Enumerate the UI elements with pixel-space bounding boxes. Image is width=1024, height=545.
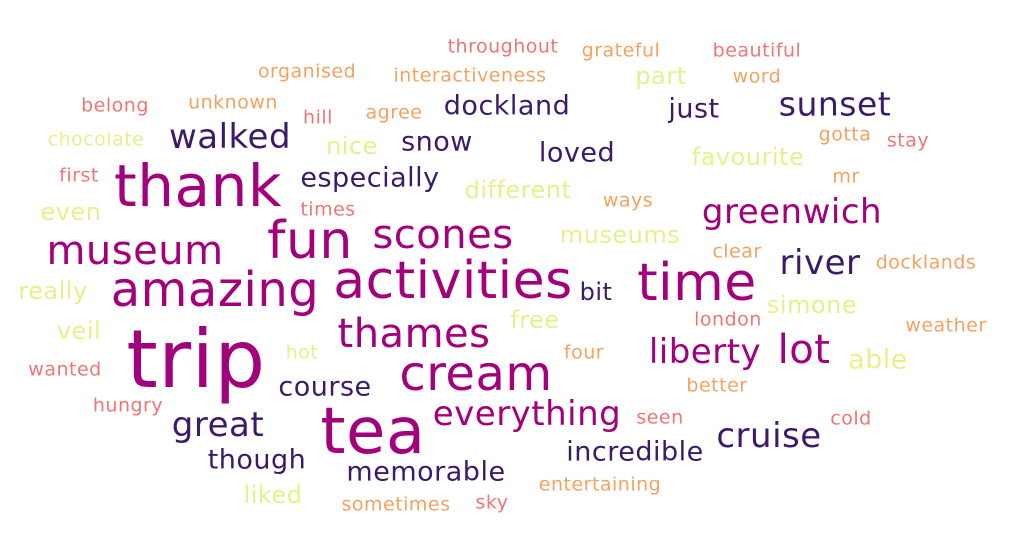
word-clear: clear bbox=[712, 240, 762, 263]
word-simone: simone bbox=[766, 291, 858, 319]
word-cruise: cruise bbox=[716, 416, 822, 456]
word-weather: weather bbox=[905, 314, 987, 337]
word-throughout: throughout bbox=[447, 35, 559, 58]
word-hungry: hungry bbox=[92, 394, 164, 417]
word-beautiful: beautiful bbox=[712, 39, 802, 62]
word-gotta: gotta bbox=[818, 123, 872, 146]
word-cold: cold bbox=[830, 407, 872, 430]
word-wanted: wanted bbox=[28, 358, 102, 381]
word-course: course bbox=[278, 371, 372, 403]
word-bit: bit bbox=[579, 278, 613, 306]
word-museums: museums bbox=[559, 221, 681, 249]
word-london: london bbox=[694, 308, 762, 331]
word-museum: museum bbox=[46, 228, 224, 274]
word-nice: nice bbox=[326, 132, 378, 160]
word-agree: agree bbox=[365, 101, 423, 124]
word-especially: especially bbox=[300, 162, 440, 194]
word-favourite: favourite bbox=[691, 143, 805, 171]
word-though: though bbox=[207, 444, 307, 476]
word-everything: everything bbox=[432, 394, 622, 434]
word-even: even bbox=[40, 198, 102, 226]
word-liberty: liberty bbox=[648, 332, 762, 372]
word-time: time bbox=[637, 253, 757, 313]
word-loved: loved bbox=[538, 137, 616, 169]
word-hill: hill bbox=[303, 106, 333, 129]
word-organised: organised bbox=[257, 60, 357, 83]
word-fun: fun bbox=[267, 211, 353, 271]
word-free: free bbox=[510, 306, 560, 334]
word-thames: thames bbox=[337, 311, 491, 357]
word-river: river bbox=[779, 243, 861, 283]
word-belong: belong bbox=[81, 94, 149, 117]
word-lot: lot bbox=[777, 327, 831, 373]
word-scones: scones bbox=[372, 212, 514, 258]
word-thank: thank bbox=[114, 152, 282, 220]
word-cream: cream bbox=[399, 346, 553, 402]
word-interactiveness: interactiveness bbox=[393, 64, 547, 87]
word-veil: veil bbox=[56, 317, 102, 345]
word-times: times bbox=[300, 198, 356, 221]
word-sunset: sunset bbox=[778, 84, 892, 124]
word-snow: snow bbox=[401, 126, 473, 158]
word-tea: tea bbox=[320, 395, 426, 469]
word-liked: liked bbox=[243, 481, 303, 509]
word-seen: seen bbox=[636, 406, 684, 429]
word-word: word bbox=[732, 65, 782, 88]
word-part: part bbox=[635, 62, 687, 90]
word-trip: trip bbox=[126, 313, 266, 406]
word-entertaining: entertaining bbox=[538, 473, 662, 496]
word-just: just bbox=[668, 93, 720, 125]
word-really: really bbox=[18, 277, 88, 305]
word-ways: ways bbox=[602, 189, 654, 212]
word-mr: mr bbox=[832, 165, 860, 188]
word-stay: stay bbox=[886, 129, 930, 152]
word-great: great bbox=[171, 405, 265, 445]
word-hot: hot bbox=[285, 341, 319, 364]
word-unknown: unknown bbox=[188, 91, 278, 114]
word-activities: activities bbox=[333, 251, 573, 311]
word-memorable: memorable bbox=[346, 456, 506, 488]
word-greenwich: greenwich bbox=[701, 192, 883, 232]
word-chocolate: chocolate bbox=[47, 128, 145, 151]
word-better: better bbox=[686, 374, 748, 397]
word-sometimes: sometimes bbox=[341, 493, 451, 516]
word-amazing: amazing bbox=[110, 262, 320, 318]
word-incredible: incredible bbox=[566, 436, 704, 468]
word-sky: sky bbox=[475, 491, 509, 514]
word-first: first bbox=[59, 164, 99, 187]
word-dockland: dockland bbox=[443, 90, 571, 122]
word-different: different bbox=[464, 176, 572, 204]
word-grateful: grateful bbox=[581, 39, 661, 62]
word-four: four bbox=[563, 341, 605, 364]
word-walked: walked bbox=[168, 117, 292, 157]
word-able: able bbox=[848, 344, 908, 376]
word-docklands: docklands bbox=[875, 251, 977, 274]
